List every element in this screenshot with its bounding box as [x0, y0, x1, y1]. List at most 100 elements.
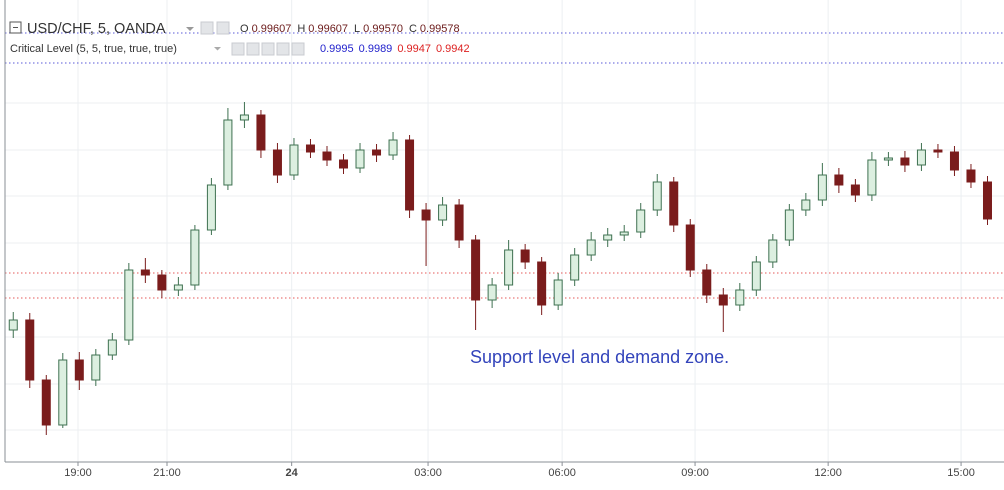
candle-body [900, 157, 910, 166]
dropdown[interactable] [214, 47, 221, 51]
ohlc-values: O 0.99607 H 0.99607 L 0.99570 C 0.99578 [240, 23, 460, 35]
candle-body [586, 239, 596, 256]
ohlc-value: 0.99607 [308, 23, 348, 35]
candle-body [289, 144, 299, 176]
candle-body [718, 294, 728, 306]
candle-body [850, 184, 860, 196]
icon-button[interactable] [246, 42, 260, 56]
candle-body [25, 319, 35, 381]
candle-body [801, 199, 811, 211]
candle-body [438, 204, 448, 221]
candle-body [520, 249, 530, 263]
ohlc-label: O [240, 23, 249, 35]
candle-body [421, 209, 431, 221]
ohlc-label: L [354, 23, 360, 35]
x-tick-label: 15:00 [947, 467, 975, 479]
candle-body [91, 354, 101, 381]
icon-button[interactable] [261, 42, 275, 56]
ohlc-label: H [297, 23, 305, 35]
level-value: 0.9989 [359, 43, 393, 55]
candle-body [570, 254, 580, 281]
candle-body [669, 181, 679, 226]
collapse-icon[interactable] [9, 21, 22, 34]
candle-body [322, 151, 332, 161]
candle-body [41, 379, 51, 426]
candle-body [982, 181, 992, 220]
candle-body [603, 234, 613, 241]
candle-body [553, 279, 563, 306]
candle-body [784, 209, 794, 241]
candle-body [107, 339, 117, 356]
levels [5, 32, 1004, 299]
icon-button[interactable] [216, 21, 230, 35]
x-tick-label: 24 [286, 467, 299, 479]
icon-button[interactable] [231, 42, 245, 56]
ohlc-label: C [409, 23, 417, 35]
candle-body [239, 114, 249, 121]
candle-body [487, 284, 497, 301]
candle-body [817, 174, 827, 201]
x-tick-label: 12:00 [814, 467, 842, 479]
symbol: USD/CHF, 5, OANDA [27, 21, 166, 37]
level-values: 0.9995 0.9989 0.9947 0.9942 [320, 43, 470, 55]
candle-body [949, 151, 959, 171]
candle-body [966, 169, 976, 183]
x-tick-label: 19:00 [64, 467, 92, 479]
candle-body [58, 359, 68, 426]
background-grid [5, 102, 1004, 431]
candle-body [751, 261, 761, 291]
candle-body [405, 139, 415, 211]
time-grid [77, 0, 962, 462]
candle-body [305, 144, 315, 153]
icon-button[interactable] [291, 42, 305, 56]
candle-body [735, 289, 745, 306]
candle-body [933, 149, 943, 153]
candle-body [537, 261, 547, 306]
candle-body [372, 149, 382, 156]
time-axis: 19:00 21:00 24 03:00 06:00 09:00 12:00 15:00 [64, 462, 975, 479]
candles [8, 102, 992, 435]
legend-header: USD/CHF, 5, OANDA O 0.99607 H 0.99607 L 0.995… [9, 21, 470, 56]
candle-body [140, 269, 150, 276]
candle-body [636, 209, 646, 233]
candle-body [916, 149, 926, 166]
candle-body [883, 157, 893, 161]
indicator-name: Critical Level (5, 5, true, true, true) [10, 43, 177, 55]
x-tick-label: 09:00 [681, 467, 709, 479]
candle-body [702, 269, 712, 296]
level-value: 0.9995 [320, 43, 354, 55]
candle-body [190, 229, 200, 286]
candle-body [124, 269, 134, 341]
candle-body [652, 181, 662, 211]
candle-body [339, 159, 349, 169]
candle-body [8, 319, 18, 331]
level-value: 0.9942 [436, 43, 470, 55]
candle-body [834, 174, 844, 186]
ohlc-value: 0.99570 [363, 23, 403, 35]
candle-body [272, 149, 282, 176]
candle-body [206, 184, 216, 231]
icon-button[interactable] [276, 42, 290, 56]
x-tick-label: 03:00 [414, 467, 442, 479]
dropdown[interactable] [186, 27, 194, 31]
candle-body [768, 239, 778, 263]
ohlc-value: 0.99578 [420, 23, 460, 35]
candle-body [867, 159, 877, 196]
candle-body [504, 249, 514, 286]
candle-body [355, 149, 365, 169]
candle-body [157, 274, 167, 291]
candle-body [256, 114, 266, 151]
candle-body [223, 119, 233, 186]
icon-button[interactable] [200, 21, 214, 35]
x-tick-label: 06:00 [548, 467, 576, 479]
level-value: 0.9947 [397, 43, 431, 55]
candle-body [471, 239, 481, 301]
candle-body [454, 204, 464, 241]
candle-body [619, 231, 629, 236]
annotation: Support level and demand zone. [470, 347, 729, 367]
candle-body [685, 224, 695, 271]
ohlc-value: 0.99607 [252, 23, 292, 35]
candle-body [388, 139, 398, 156]
candle-body [173, 284, 183, 291]
